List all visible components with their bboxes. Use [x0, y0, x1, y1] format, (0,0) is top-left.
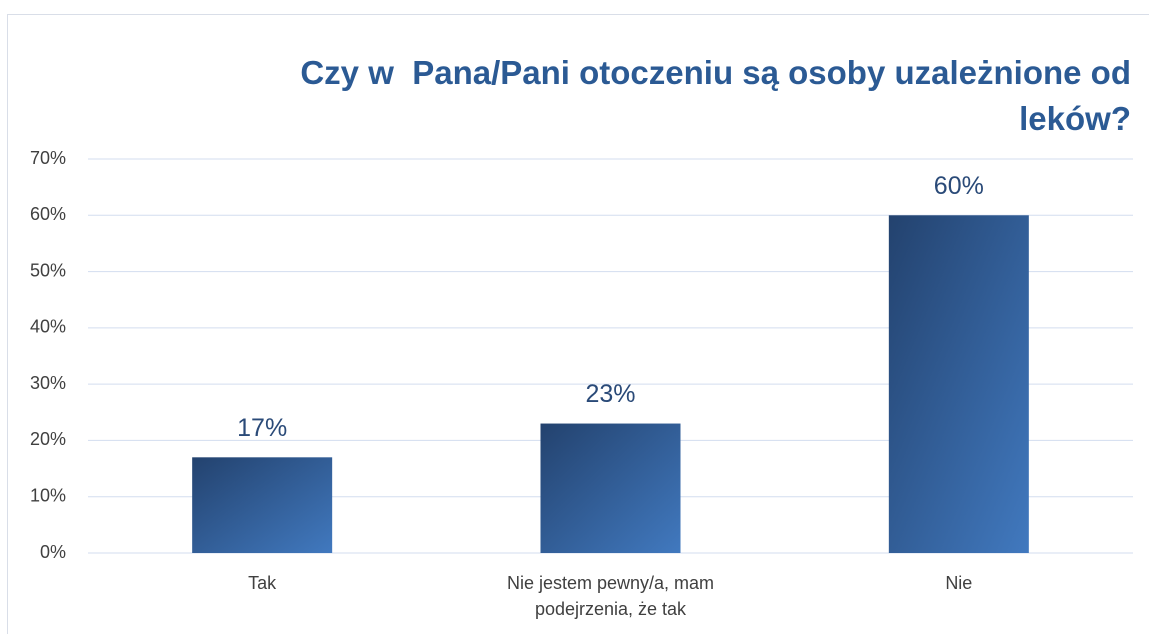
y-tick-label: 50% — [30, 260, 66, 280]
y-tick-label: 20% — [30, 429, 66, 449]
y-tick-label: 30% — [30, 373, 66, 393]
bar — [540, 423, 681, 553]
data-label: 60% — [934, 172, 984, 200]
bar — [192, 457, 333, 553]
data-label: 23% — [585, 380, 635, 408]
x-tick-label: Nie jestem pewny/a, mam podejrzenia, że … — [506, 573, 715, 619]
y-tick-label: 10% — [30, 485, 66, 505]
y-tick-label: 70% — [30, 148, 66, 168]
y-tick-label: 40% — [30, 317, 66, 337]
y-tick-label: 0% — [40, 542, 66, 562]
bar — [888, 215, 1029, 554]
chart-frame — [7, 14, 1149, 634]
x-tick-label: Tak — [248, 573, 277, 593]
data-label: 17% — [237, 414, 287, 442]
y-tick-label: 60% — [30, 204, 66, 224]
chart-title: Czy w Pana/Pani otoczeniu są osoby uzale… — [300, 54, 1141, 137]
x-tick-label: Nie — [945, 573, 973, 593]
